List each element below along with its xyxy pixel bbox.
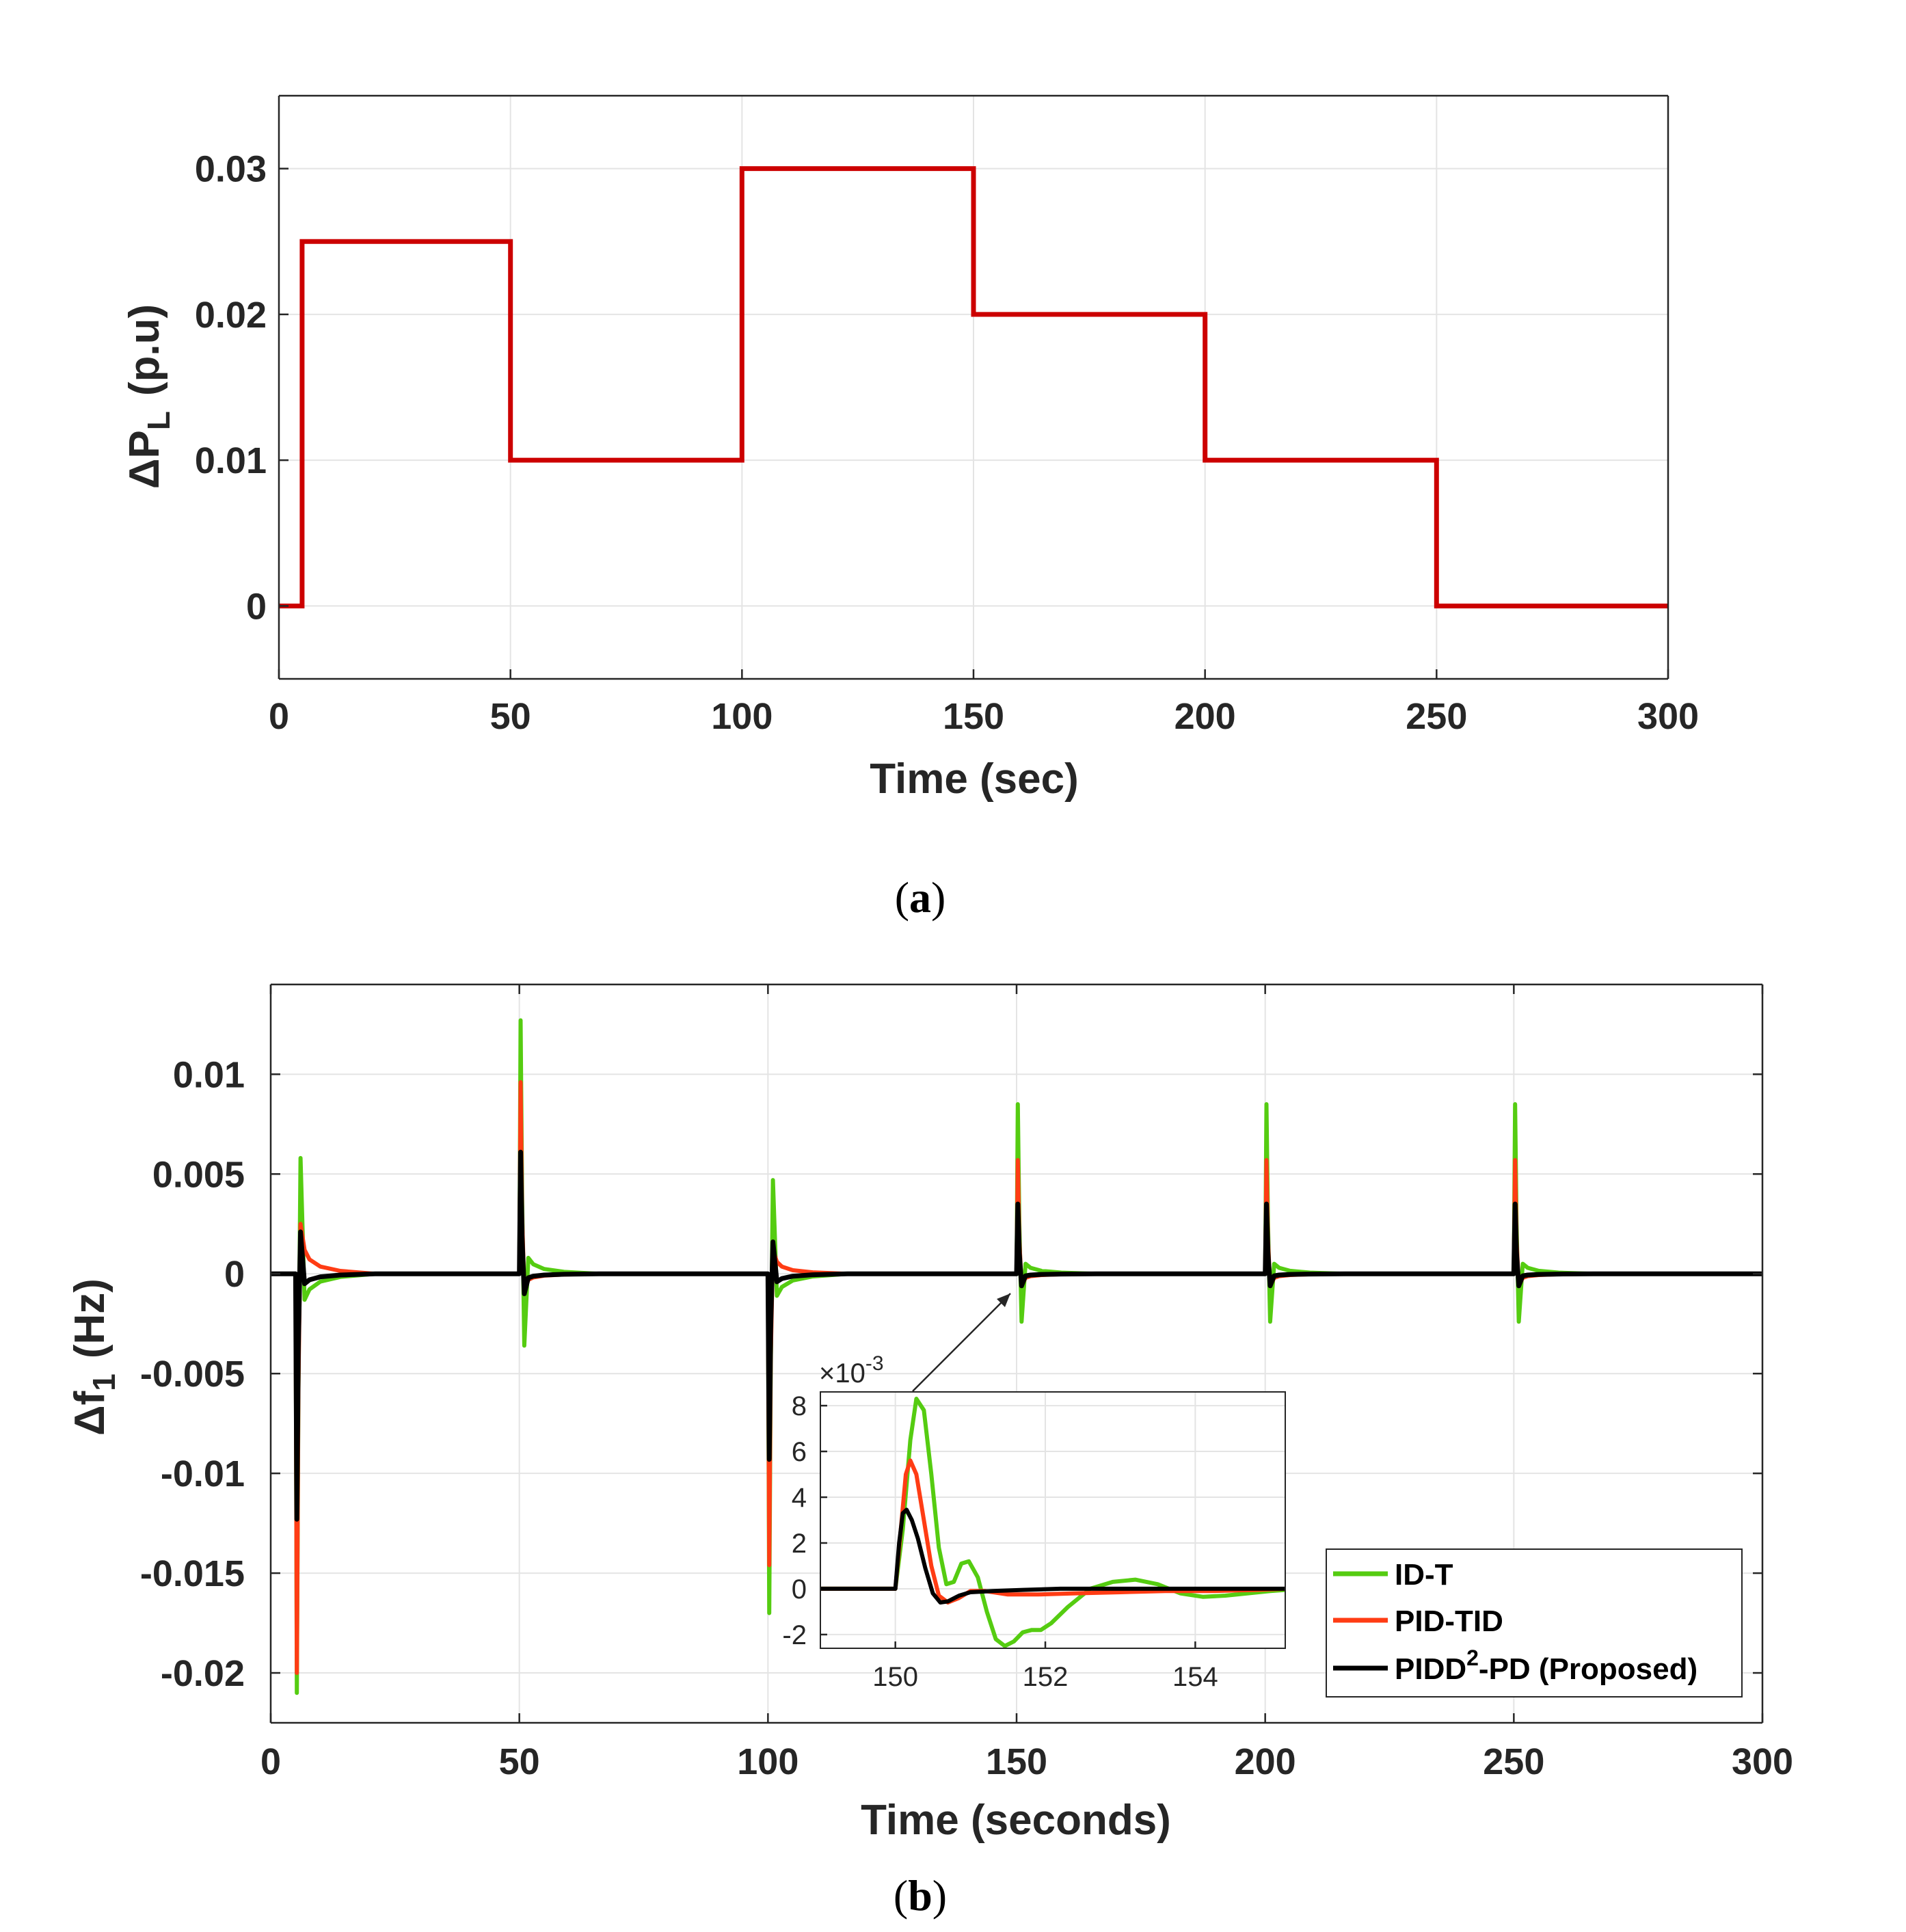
panel-b-caption: (b) bbox=[894, 1871, 947, 1920]
inset-y-tick-label: 6 bbox=[792, 1437, 807, 1467]
inset-y-tick-label: 4 bbox=[792, 1483, 807, 1513]
panel-a-x-axis-label: Time (sec) bbox=[870, 755, 1079, 803]
x-tick-label: 300 bbox=[1637, 696, 1699, 737]
panel-a-axes bbox=[278, 94, 1669, 680]
y-tick-label: 0.02 bbox=[195, 295, 267, 336]
y-tick-label: 0.005 bbox=[152, 1154, 245, 1195]
panel-a-series bbox=[279, 166, 1668, 608]
inset-x-tick-labels: 150 152 154 bbox=[872, 1662, 1218, 1692]
inset-frame bbox=[820, 1391, 1286, 1649]
inset-y-tick-label: -2 bbox=[782, 1620, 807, 1650]
y-tick-label: 0.01 bbox=[173, 1054, 245, 1095]
x-tick-label: 300 bbox=[1732, 1741, 1793, 1782]
y-tick-label: -0.005 bbox=[140, 1354, 245, 1395]
panel-b-y-tick-labels: 0.01 0.005 0 -0.005 -0.01 -0.015 -0.02 bbox=[140, 1054, 245, 1694]
inset-x-tick-label: 154 bbox=[1172, 1662, 1218, 1692]
inset-y-tick-label: 8 bbox=[792, 1391, 807, 1421]
y-tick-label: -0.01 bbox=[161, 1453, 245, 1494]
x-tick-label: 150 bbox=[986, 1741, 1047, 1782]
x-tick-label: 0 bbox=[260, 1741, 281, 1782]
x-tick-label: 100 bbox=[711, 696, 773, 737]
series-line-load-step bbox=[279, 166, 1668, 608]
x-tick-label: 0 bbox=[269, 696, 289, 737]
zoom-arrow bbox=[912, 1293, 1011, 1392]
legend: ID-T PID-TID PIDD2-PD (Proposed) bbox=[1326, 1548, 1743, 1698]
panel-a-caption: (a) bbox=[895, 873, 946, 922]
x-tick-label: 150 bbox=[943, 696, 1004, 737]
x-tick-label: 200 bbox=[1175, 696, 1236, 737]
panel-a-x-tick-labels: 0 50 100 150 200 250 300 bbox=[269, 696, 1699, 737]
panel-b-x-axis-label: Time (seconds) bbox=[861, 1797, 1171, 1844]
legend-entry-id-t: ID-T bbox=[1333, 1558, 1453, 1592]
y-tick-label: 0 bbox=[224, 1254, 245, 1295]
panel-b-axes bbox=[269, 983, 1764, 1724]
y-tick-label: 0.01 bbox=[195, 440, 267, 481]
legend-label-proposed: PIDD2-PD (Proposed) bbox=[1395, 1646, 1697, 1686]
inset-plot: 150 152 154 8 6 4 2 0 -2 ×10-3 bbox=[782, 1352, 1286, 1692]
legend-label-id-t: ID-T bbox=[1395, 1558, 1453, 1592]
panel-a: 0 50 100 150 200 250 300 0 0.01 0.02 0.03 Time (s… bbox=[121, 94, 1699, 922]
inset-y-tick-label: 0 bbox=[792, 1574, 807, 1605]
panel-a-y-axis-label: ΔPL(p.u) bbox=[121, 304, 176, 489]
y-tick-label: -0.02 bbox=[161, 1653, 245, 1694]
inset-y-tick-label: 2 bbox=[792, 1529, 807, 1559]
legend-entry-pid-tid: PID-TID bbox=[1333, 1605, 1503, 1638]
x-tick-label: 50 bbox=[490, 696, 531, 737]
x-tick-label: 50 bbox=[499, 1741, 540, 1782]
x-tick-label: 250 bbox=[1406, 696, 1467, 737]
panel-b-series bbox=[271, 1018, 1762, 1695]
inset-series-line-proposed bbox=[820, 1507, 1285, 1605]
inset-series bbox=[820, 1397, 1286, 1648]
y-tick-label: 0 bbox=[246, 586, 267, 627]
y-tick-label: 0.03 bbox=[195, 149, 267, 190]
x-tick-label: 200 bbox=[1235, 1741, 1296, 1782]
series-line-proposed bbox=[271, 1149, 1762, 1522]
panel-b-x-tick-labels: 0 50 100 150 200 250 300 bbox=[260, 1741, 1793, 1782]
panel-b-y-axis-label: Δf1(Hz) bbox=[66, 1278, 122, 1436]
x-tick-label: 250 bbox=[1483, 1741, 1544, 1782]
panel-a-y-tick-labels: 0 0.01 0.02 0.03 bbox=[195, 149, 267, 628]
inset-x-tick-label: 150 bbox=[872, 1662, 918, 1692]
legend-entry-proposed: PIDD2-PD (Proposed) bbox=[1333, 1646, 1697, 1686]
x-tick-label: 100 bbox=[737, 1741, 798, 1782]
inset-background bbox=[820, 1392, 1285, 1648]
y-tick-label: -0.015 bbox=[140, 1553, 245, 1594]
legend-box bbox=[1326, 1548, 1743, 1698]
inset-y-tick-labels: 8 6 4 2 0 -2 bbox=[782, 1391, 807, 1650]
inset-exponent-label: ×10-3 bbox=[819, 1352, 884, 1388]
inset-x-tick-label: 152 bbox=[1023, 1662, 1069, 1692]
legend-label-pid-tid: PID-TID bbox=[1395, 1605, 1503, 1638]
panel-b: 0 50 100 150 200 250 300 0.01 0.005 0 -0.005 -0.01… bbox=[66, 983, 1793, 1920]
